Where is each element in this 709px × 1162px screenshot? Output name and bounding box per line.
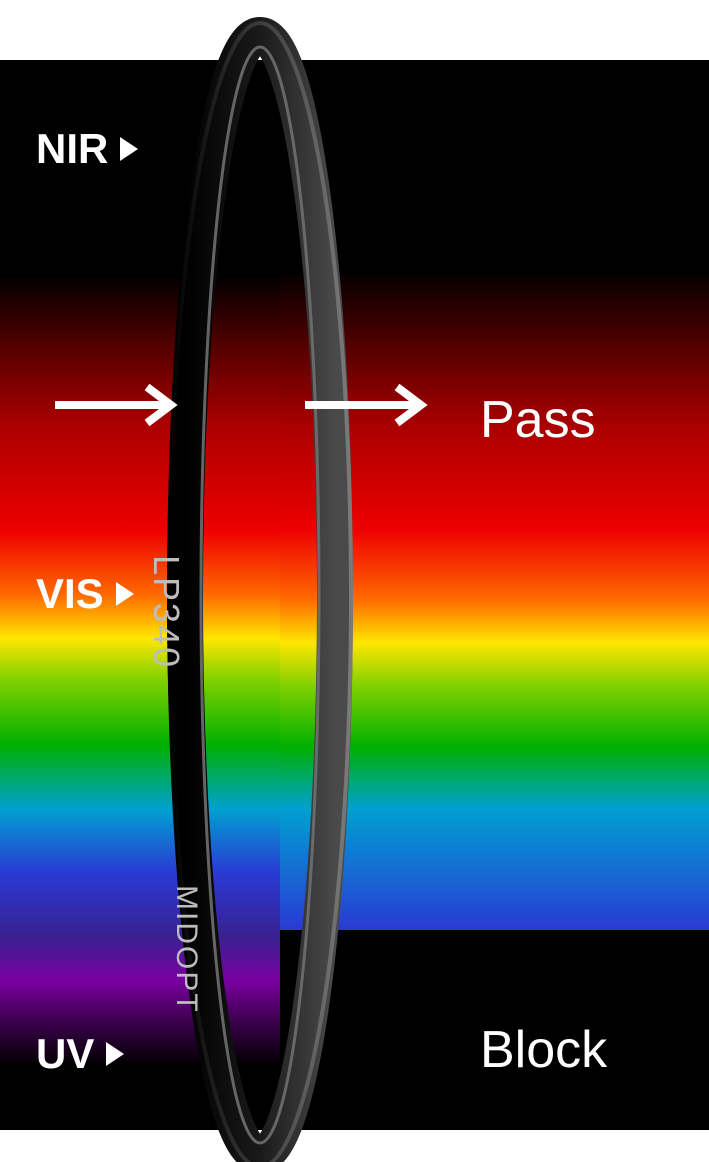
brand-label: MIDOPT xyxy=(169,885,203,1014)
triangle-icon xyxy=(106,1042,124,1066)
triangle-icon xyxy=(120,137,138,161)
vis-label: VIS xyxy=(36,570,134,618)
uv-text: UV xyxy=(36,1030,94,1078)
arrow-right-icon xyxy=(305,380,445,430)
filter-model-label: LP340 xyxy=(145,555,187,669)
nir-text: NIR xyxy=(36,125,108,173)
triangle-icon xyxy=(116,582,134,606)
nir-label: NIR xyxy=(36,125,138,173)
block-label: Block xyxy=(480,1020,607,1080)
vis-text: VIS xyxy=(36,570,104,618)
diagram-stage: NIR VIS UV Pass Block LP340 MIDOPT xyxy=(0,0,709,1162)
arrow-left-icon xyxy=(55,380,195,430)
uv-label: UV xyxy=(36,1030,124,1078)
pass-label: Pass xyxy=(480,390,596,450)
